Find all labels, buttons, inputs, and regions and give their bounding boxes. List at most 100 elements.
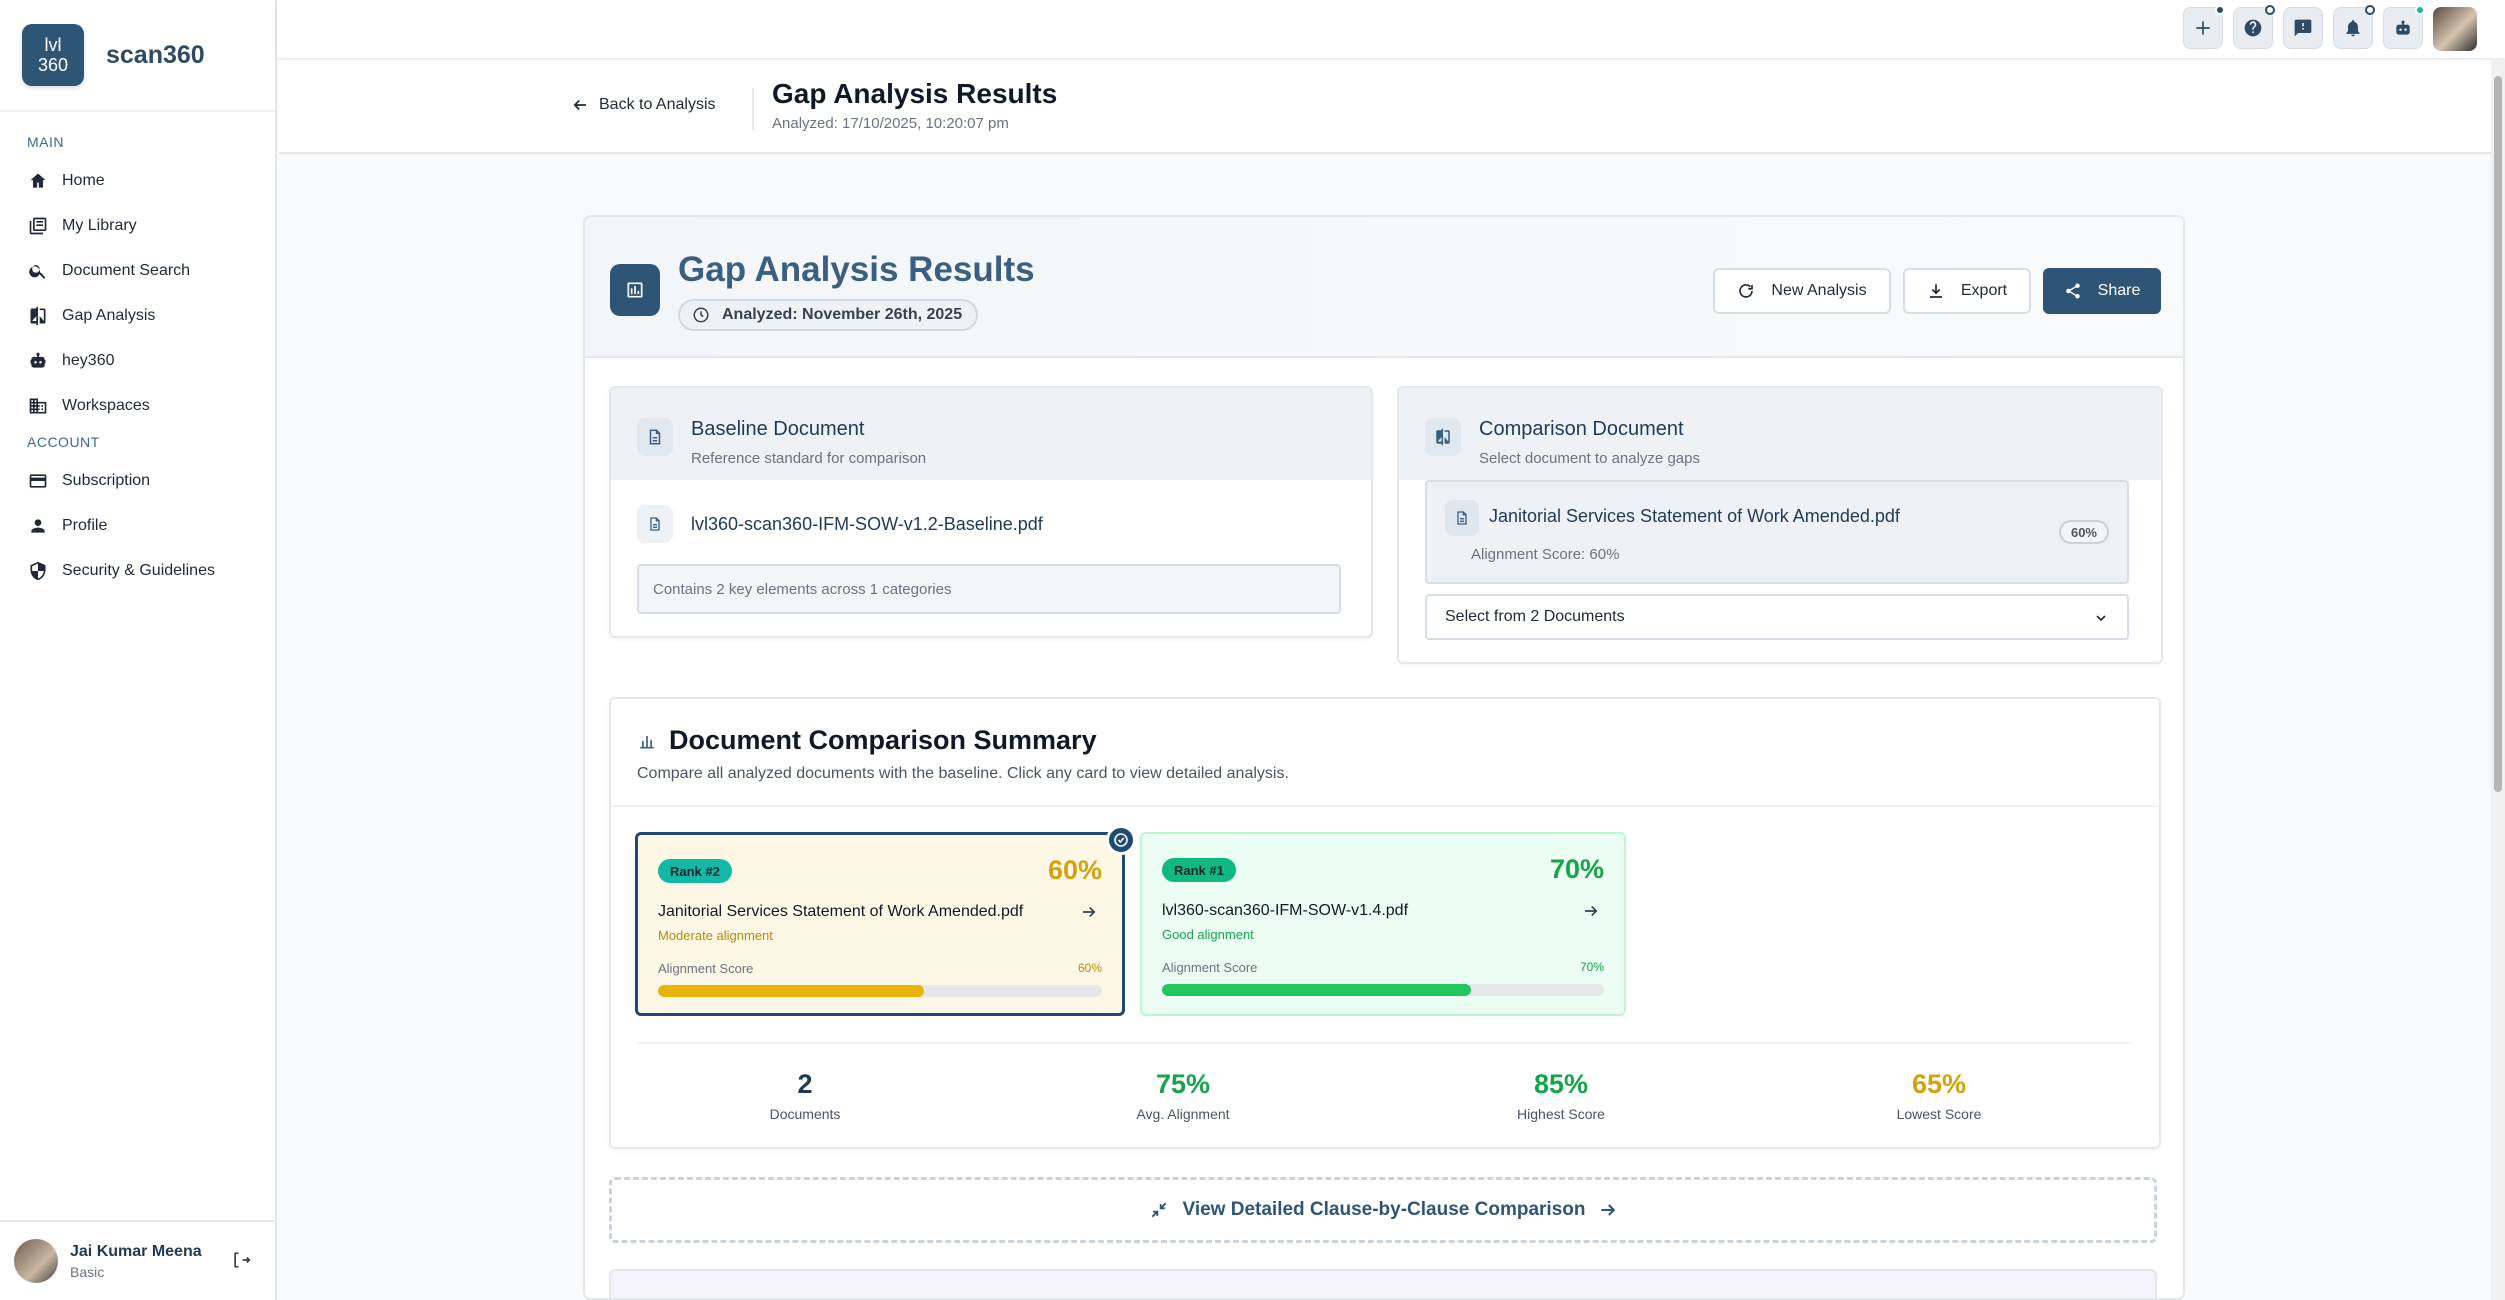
baseline-file-name: lvl360-scan360-IFM-SOW-v1.2-Baseline.pdf: [691, 513, 1043, 534]
export-label: Export: [1960, 282, 2008, 299]
rank-badge: Rank #1: [1162, 858, 1236, 882]
sidebar-item-label: Security & Guidelines: [62, 561, 215, 579]
compare-icon: [1425, 418, 1461, 456]
selected-check-icon: [1106, 825, 1136, 855]
document-select[interactable]: Select from 2 Documents: [1425, 594, 2129, 640]
stat-value: 65%: [1911, 1069, 1967, 1099]
scrollbar[interactable]: [2491, 60, 2505, 1300]
user-name: Jai Kumar Meena: [70, 1242, 202, 1260]
alignment-score-value: 60%: [1077, 961, 1102, 975]
results-header: Gap Analysis Results Analyzed: November …: [585, 217, 2183, 358]
help-button[interactable]: [2233, 5, 2275, 49]
sidebar-item-hey360[interactable]: hey360: [0, 338, 275, 383]
score-percent: 60%: [1047, 855, 1102, 885]
add-button[interactable]: [2183, 5, 2225, 49]
sidebar-item-document-search[interactable]: Document Search: [0, 248, 275, 293]
search-icon: [29, 264, 46, 279]
user-box[interactable]: Jai Kumar Meena Basic: [0, 1220, 277, 1300]
sidebar-item-label: Home: [62, 171, 105, 189]
comparison-summary: Document Comparison Summary Compare all …: [609, 697, 2161, 1149]
arrow-right-icon[interactable]: [1080, 903, 1098, 921]
avatar[interactable]: [14, 1239, 58, 1283]
baseline-file[interactable]: lvl360-scan360-IFM-SOW-v1.2-Baseline.pdf: [637, 505, 1043, 543]
bot-icon: [2396, 20, 2410, 35]
home-icon: [30, 173, 46, 188]
sidebar-item-my-library[interactable]: My Library: [0, 203, 275, 248]
download-icon: [1929, 284, 1942, 298]
compress-icon: [1151, 1202, 1166, 1218]
stat-value: 2: [797, 1069, 813, 1099]
assistant-button[interactable]: [2383, 5, 2425, 49]
feedback-button[interactable]: [2283, 7, 2323, 49]
alignment-score-value: 70%: [1579, 960, 1604, 974]
arrow-left-icon: [573, 99, 586, 111]
stat-documents: 2 Documents: [655, 1069, 955, 1122]
comparison-subtitle: Select document to analyze gaps: [1479, 450, 1700, 467]
user-plan: Basic: [70, 1263, 105, 1280]
results-title: Gap Analysis Results: [678, 250, 1035, 289]
sidebar-item-subscription[interactable]: Subscription: [0, 458, 275, 503]
shield-icon: [30, 561, 46, 580]
analyzed-badge: Analyzed: November 26th, 2025: [678, 299, 979, 331]
library-icon: [29, 217, 47, 234]
alignment-text: Moderate alignment: [658, 928, 773, 943]
alignment-progress-bar: [658, 985, 1102, 997]
logout-icon[interactable]: [231, 1250, 251, 1270]
notifications-button[interactable]: [2333, 5, 2375, 49]
export-button[interactable]: Export: [1903, 268, 2031, 314]
scrollbar-thumb[interactable]: [2494, 76, 2502, 792]
score-percent: 70%: [1549, 854, 1604, 884]
comparison-card: Comparison Document Select document to a…: [1397, 386, 2163, 664]
page-header: Back to Analysis Gap Analysis Results An…: [279, 60, 2501, 154]
logo[interactable]: lvl 360: [22, 24, 84, 86]
sidebar-item-label: My Library: [62, 216, 137, 234]
document-card-rank-2[interactable]: Rank #2 60% Janitorial Services Statemen…: [635, 825, 1136, 1016]
progress-fill: [658, 985, 925, 997]
comparison-file-name: Janitorial Services Statement of Work Am…: [1489, 506, 1900, 526]
document-card-rank-1[interactable]: Rank #1 70% lvl360-scan360-IFM-SOW-v1.4.…: [1140, 832, 1626, 1016]
compare-icon: [30, 306, 46, 325]
stat-label: Highest Score: [1517, 1106, 1605, 1122]
notification-dot: [2265, 5, 2275, 15]
sidebar-item-workspaces[interactable]: Workspaces: [0, 383, 275, 428]
new-analysis-button[interactable]: New Analysis: [1713, 268, 1891, 314]
brand[interactable]: lvl 360 scan360: [0, 0, 275, 112]
sidebar-item-gap-analysis[interactable]: Gap Analysis: [0, 293, 275, 338]
document-icon: [637, 418, 673, 456]
summary-title-text: Document Comparison Summary: [669, 725, 1097, 755]
document-name: lvl360-scan360-IFM-SOW-v1.4.pdf: [1162, 902, 1409, 919]
user-avatar-button[interactable]: [2433, 7, 2477, 51]
analysis-icon: [610, 264, 660, 316]
back-to-analysis-link[interactable]: Back to Analysis: [571, 96, 716, 114]
page-analyzed-date: Analyzed: 17/10/2025, 10:20:07 pm: [772, 115, 1009, 132]
sidebar-item-security[interactable]: Security & Guidelines: [0, 548, 275, 593]
stat-highest-score: 85% Highest Score: [1411, 1069, 1711, 1122]
alignment-score-label: Alignment Score: [658, 961, 754, 976]
notification-dot: [2365, 5, 2375, 15]
share-button[interactable]: Share: [2043, 268, 2161, 314]
sidebar-item-label: Profile: [62, 516, 108, 534]
selected-comparison-file[interactable]: Janitorial Services Statement of Work Am…: [1425, 480, 2129, 584]
sidebar-item-profile[interactable]: Profile: [0, 503, 275, 548]
nav-section-account: ACCOUNT: [27, 434, 100, 450]
arrow-right-icon[interactable]: [1582, 902, 1600, 920]
stat-label: Documents: [769, 1106, 841, 1122]
chat-alert-icon: [2294, 19, 2312, 37]
sidebar-item-label: Workspaces: [62, 396, 150, 414]
alignment-text: Good alignment: [1162, 927, 1254, 942]
baseline-title: Baseline Document: [691, 418, 865, 440]
results-panel: Gap Analysis Results Analyzed: November …: [583, 215, 2185, 1300]
sidebar-item-home[interactable]: Home: [0, 158, 275, 203]
baseline-subtitle: Reference standard for comparison: [691, 450, 927, 467]
comparison-alignment-score: Alignment Score: 60%: [1471, 546, 1620, 563]
next-section-preview: [609, 1269, 2157, 1298]
view-detailed-comparison-button[interactable]: View Detailed Clause-by-Clause Compariso…: [609, 1177, 2157, 1243]
brand-name[interactable]: scan360: [106, 40, 205, 69]
stat-label: Avg. Alignment: [1136, 1106, 1230, 1122]
logo-text-bottom: 360: [37, 55, 69, 75]
credit-card-icon: [29, 473, 47, 488]
arrow-right-icon: [1600, 1204, 1615, 1216]
sidebar: lvl 360 scan360 MAIN Home My Library Doc…: [0, 0, 277, 1300]
share-label: Share: [2097, 282, 2141, 299]
comparison-card-header: Comparison Document Select document to a…: [1399, 388, 2161, 480]
